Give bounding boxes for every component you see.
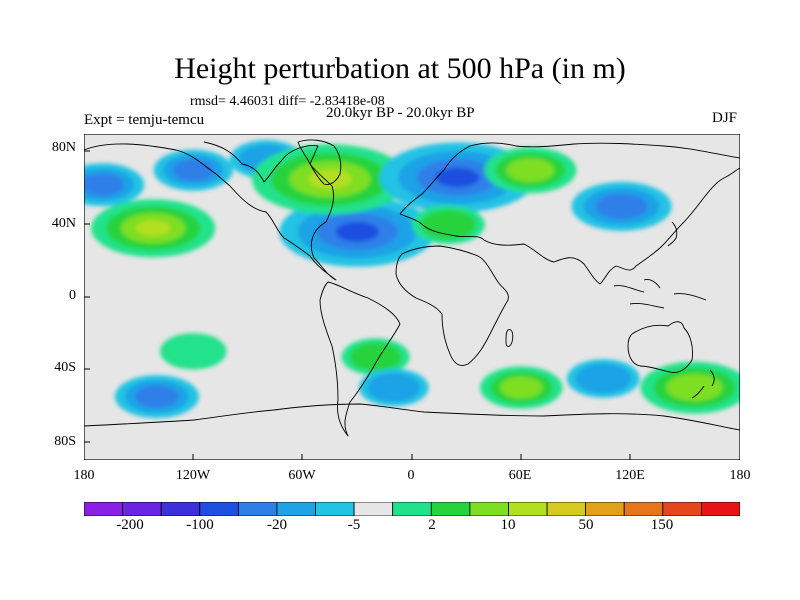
colorbar-box [392, 502, 432, 516]
lat-label-40n: 40N [51, 216, 76, 231]
europe-high-contour [420, 209, 477, 240]
greenland-coast [297, 139, 342, 185]
experiment-label: Expt = temju-temcu [84, 112, 205, 128]
siberia-high-contour [506, 158, 555, 183]
colorbar-box [199, 502, 239, 516]
colorbar-box [585, 502, 625, 516]
colorbar-box [237, 502, 278, 516]
colorbar-label-neg200: -200 [116, 517, 144, 533]
colorbar [84, 502, 740, 516]
rmsd-diff-stats: rmsd= 4.46031 diff= -2.83418e-08 [190, 94, 385, 109]
colorbar-label-50: 50 [578, 517, 594, 533]
colorbar-box [701, 502, 740, 516]
colorbar-box [276, 502, 316, 516]
antarctica-coast [84, 403, 740, 431]
australia-high-contour [666, 374, 723, 402]
north-america-coast [84, 141, 337, 281]
colorbar-box [122, 502, 162, 516]
colorbar-box [469, 502, 509, 516]
plot-title: Height perturbation at 500 hPa (in m) [174, 52, 626, 85]
map-panel [84, 134, 740, 460]
south-atlantic-high-contour [349, 342, 402, 371]
colorbar-label-2: 2 [428, 517, 436, 533]
australia-coast [627, 321, 693, 373]
anomaly-field [84, 140, 740, 419]
lat-label-80n: 80N [51, 140, 76, 155]
south-indian-high-contour [499, 376, 543, 399]
lon-label-60e: 60E [508, 468, 532, 483]
south-america-coast [319, 281, 401, 437]
south-atlantic-low-contour [367, 373, 421, 402]
period-label: 20.0kyr BP - 20.0kyr BP [326, 105, 475, 121]
colorbar-label-150: 150 [650, 517, 674, 533]
coastlines [84, 139, 740, 437]
lon-label-120e: 120E [615, 468, 645, 483]
season-label: DJF [712, 110, 738, 126]
north-pacific-low-contour [84, 173, 124, 196]
colorbar-label-10: 10 [500, 517, 516, 533]
colorbar-label-neg100: -100 [186, 517, 214, 533]
lat-label-0: 0 [69, 288, 76, 303]
asia-low-contour [595, 193, 648, 220]
scandinavia-low-contour [435, 167, 480, 188]
colorbar-box [160, 502, 201, 516]
north-atlantic-low-contour [335, 222, 380, 242]
colorbar-box [623, 502, 664, 516]
pacific-high-contour [135, 220, 171, 237]
maritime-continent-coast [613, 279, 707, 309]
colorbar-box [508, 502, 548, 516]
axis-ticks [84, 150, 740, 460]
colorbar-box [662, 502, 702, 516]
new-zealand-coast [691, 369, 715, 399]
lat-label-80s: 80S [54, 434, 76, 449]
south-pacific-low-contour [135, 385, 179, 408]
indian-low-contour [575, 363, 631, 394]
colorbar-box [546, 502, 587, 516]
bering-low-contour [172, 159, 214, 181]
colorbar-box [84, 502, 123, 516]
lat-label-40s: 40S [54, 360, 76, 375]
colorbar-box [353, 502, 394, 516]
lon-label-180w: 180 [73, 468, 95, 483]
europe-asia-coast [399, 142, 740, 285]
colorbar-box [430, 502, 471, 516]
japan-coast [667, 221, 678, 247]
madagascar-coast [505, 329, 514, 347]
colorbar-label-neg20: -20 [267, 517, 287, 533]
lon-label-60w: 60W [288, 468, 316, 483]
lon-label-0: 0 [407, 468, 415, 483]
colorbar-label-neg5: -5 [347, 517, 361, 533]
lon-label-120w: 120W [175, 468, 211, 483]
south-pacific-high-contour [160, 333, 227, 370]
africa-coast [395, 245, 509, 366]
lon-label-180e: 180 [729, 468, 751, 483]
colorbar-box [315, 502, 355, 516]
